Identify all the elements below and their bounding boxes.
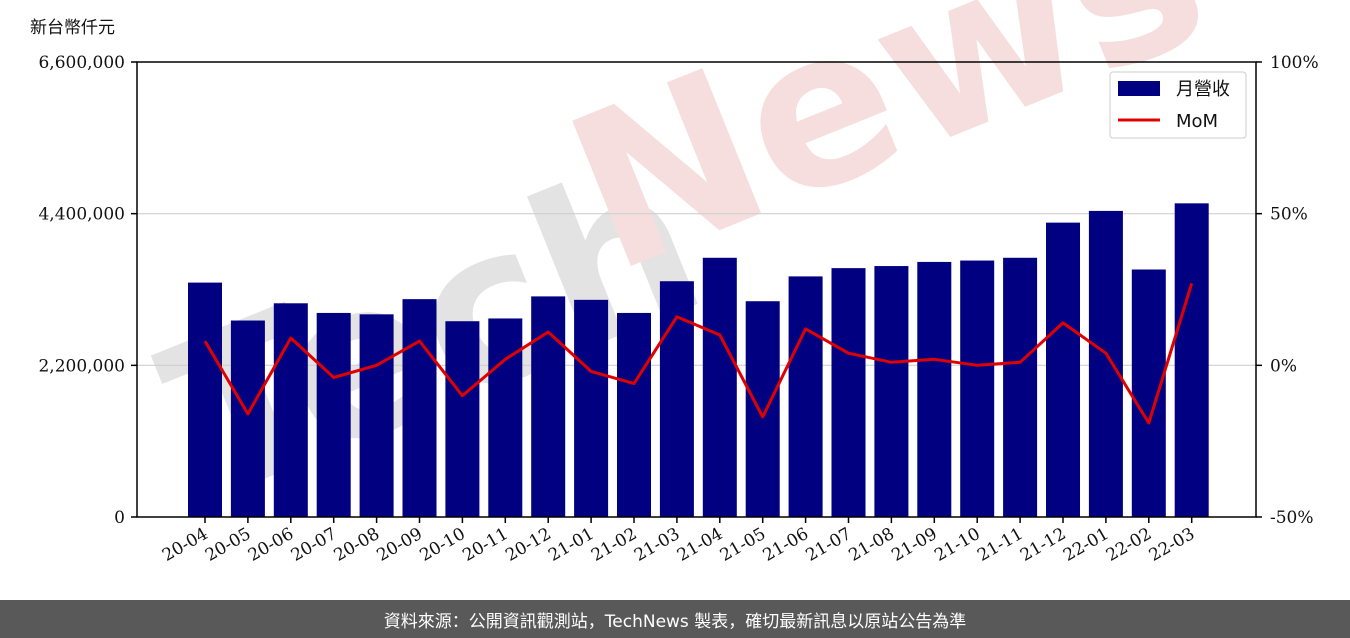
right-tick-label: -50% — [1270, 508, 1314, 528]
x-tick-label: 21-05 — [717, 524, 769, 566]
right-axis: -50% 0% 50% 100% — [1256, 53, 1319, 528]
x-tick-label: 22-02 — [1103, 524, 1155, 566]
x-tick-label: 20-12 — [502, 524, 554, 566]
x-tick-label: 20-07 — [288, 524, 340, 566]
left-tick-label: 0 — [114, 508, 125, 528]
bar-22-01 — [1088, 210, 1123, 517]
bar-21-10 — [960, 260, 995, 517]
right-tick-label: 100% — [1270, 53, 1319, 73]
x-tick-label: 21-01 — [545, 524, 597, 566]
x-tick-label: 21-04 — [674, 524, 726, 566]
x-tick-label: 21-10 — [931, 524, 983, 566]
x-tick-label: 20-09 — [374, 524, 426, 566]
x-tick-label: 20-11 — [459, 524, 511, 566]
x-tick-label: 21-08 — [845, 524, 897, 566]
bar-20-10 — [445, 321, 480, 517]
x-axis: 20-0420-0520-0620-0720-0820-0920-1020-11… — [159, 517, 1198, 566]
x-tick-label: 22-03 — [1146, 524, 1198, 566]
bars — [188, 203, 1209, 518]
right-tick-label: 50% — [1270, 205, 1308, 225]
bar-22-02 — [1131, 269, 1166, 517]
bar-20-05 — [230, 320, 265, 517]
source-footer: 資料來源：公開資訊觀測站，TechNews 製表，確切最新訊息以原站公告為準 — [0, 600, 1350, 638]
left-tick-label: 6,600,000 — [38, 53, 125, 73]
bar-21-04 — [702, 257, 737, 517]
x-tick-label: 20-04 — [159, 524, 211, 566]
bar-21-09 — [917, 261, 952, 517]
mom-line — [203, 282, 1194, 425]
unit-label: 新台幣仟元 — [30, 18, 115, 38]
x-tick-label: 20-08 — [331, 524, 383, 566]
bar-20-09 — [402, 299, 437, 517]
right-tick-label: 0% — [1270, 356, 1297, 376]
bar-21-07 — [831, 268, 866, 517]
x-tick-label: 21-02 — [588, 524, 640, 566]
bar-21-08 — [874, 266, 909, 517]
legend-label-revenue: 月營收 — [1176, 79, 1230, 100]
bar-22-03 — [1174, 203, 1209, 518]
x-tick-label: 21-07 — [803, 524, 855, 566]
x-tick-label: 21-06 — [760, 524, 812, 566]
x-tick-label: 22-01 — [1060, 524, 1112, 566]
legend-label-mom: MoM — [1176, 111, 1218, 132]
bar-20-04 — [188, 282, 222, 517]
bar-21-12 — [1046, 222, 1080, 517]
plot-frame — [136, 61, 1257, 518]
bar-21-01 — [574, 299, 609, 517]
left-tick-label: 2,200,000 — [38, 356, 125, 376]
chart: Tech News 新台幣仟元 02,200,0004,400,0006,600… — [30, 0, 1319, 566]
footer-text: 資料來源：公開資訊觀測站，TechNews 製表，確切最新訊息以原站公告為準 — [383, 611, 967, 632]
bar-20-12 — [531, 296, 566, 517]
x-tick-label: 21-12 — [1017, 524, 1069, 566]
legend-swatch-bar — [1118, 81, 1160, 96]
bar-21-02 — [617, 312, 651, 517]
mom-series — [203, 282, 1194, 425]
x-tick-label: 21-11 — [974, 524, 1026, 566]
bar-20-06 — [273, 303, 308, 517]
left-tick-label: 4,400,000 — [38, 205, 125, 225]
x-tick-label: 21-03 — [631, 524, 683, 566]
bar-20-07 — [316, 312, 351, 517]
bar-21-11 — [1003, 257, 1038, 517]
bar-20-11 — [488, 318, 523, 517]
bar-21-05 — [745, 301, 780, 517]
bar-20-08 — [359, 314, 394, 517]
left-axis: 0 2,200,000 4,400,000 6,600,000 — [38, 53, 137, 528]
bar-21-06 — [788, 276, 823, 517]
x-tick-label: 20-10 — [416, 524, 468, 566]
legend: 月營收 MoM — [1109, 71, 1247, 139]
x-tick-label: 21-09 — [888, 524, 940, 566]
